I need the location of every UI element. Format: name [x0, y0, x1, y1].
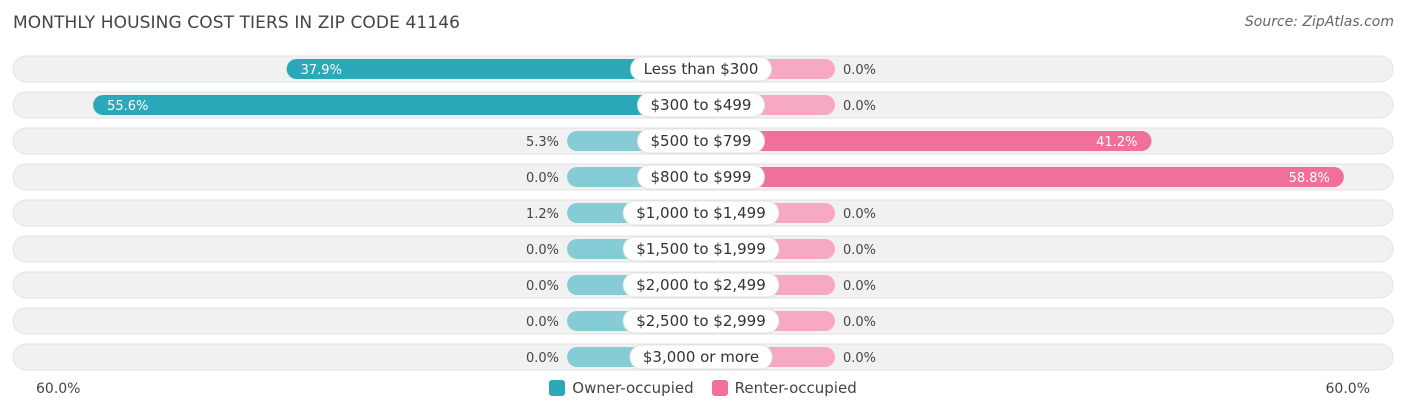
legend-swatch-owner [549, 380, 566, 396]
category-pill [637, 128, 765, 154]
owner-bar [286, 59, 701, 79]
legend: Owner-occupied Renter-occupied [0, 379, 1406, 397]
category-label: $1,500 to $1,999 [636, 240, 766, 258]
category-label: $500 to $799 [651, 132, 752, 150]
renter-bar [701, 131, 1152, 151]
category-label: $800 to $999 [651, 168, 752, 186]
category-label: $300 to $499 [651, 96, 752, 114]
category-pill [629, 344, 773, 370]
category-label: $2,500 to $2,999 [636, 312, 766, 330]
renter-value-label: 0.0% [843, 63, 876, 78]
owner-value-label: 5.3% [526, 135, 559, 150]
owner-value-label: 55.6% [107, 99, 148, 114]
renter-value-label: 0.0% [843, 243, 876, 258]
category-label: Less than $300 [644, 60, 759, 78]
legend-swatch-renter [711, 380, 728, 396]
legend-item-owner: Owner-occupied [549, 379, 694, 397]
renter-value-label: 0.0% [843, 351, 876, 366]
owner-value-label: 0.0% [526, 315, 559, 330]
renter-value-label: 0.0% [843, 279, 876, 294]
legend-label-owner: Owner-occupied [572, 379, 694, 397]
owner-bar [93, 95, 701, 115]
axis-left-label: 60.0% [36, 381, 81, 397]
category-label: $3,000 or more [643, 348, 759, 366]
category-label: $2,000 to $2,499 [636, 276, 766, 294]
source-label: Source: ZipAtlas.com [1244, 14, 1394, 30]
category-pill [622, 272, 780, 298]
category-label: $1,000 to $1,499 [636, 204, 766, 222]
category-pill [622, 200, 780, 226]
owner-value-label: 1.2% [526, 207, 559, 222]
owner-value-label: 37.9% [301, 63, 342, 78]
owner-value-label: 0.0% [526, 243, 559, 258]
category-pill [622, 236, 780, 262]
owner-value-label: 0.0% [526, 171, 559, 186]
legend-item-renter: Renter-occupied [711, 379, 857, 397]
category-pill [630, 56, 772, 82]
renter-value-label: 0.0% [843, 315, 876, 330]
owner-value-label: 0.0% [526, 351, 559, 366]
renter-value-label: 41.2% [1096, 135, 1137, 150]
category-pill [637, 164, 765, 190]
category-pill [637, 92, 765, 118]
renter-value-label: 0.0% [843, 207, 876, 222]
category-pill [622, 308, 780, 334]
renter-value-label: 0.0% [843, 99, 876, 114]
renter-bar [701, 167, 1344, 187]
legend-label-renter: Renter-occupied [734, 379, 857, 397]
axis-right-label: 60.0% [1325, 381, 1370, 397]
owner-value-label: 0.0% [526, 279, 559, 294]
chart-title: MONTHLY HOUSING COST TIERS IN ZIP CODE 4… [13, 13, 461, 33]
renter-value-label: 58.8% [1289, 171, 1330, 186]
